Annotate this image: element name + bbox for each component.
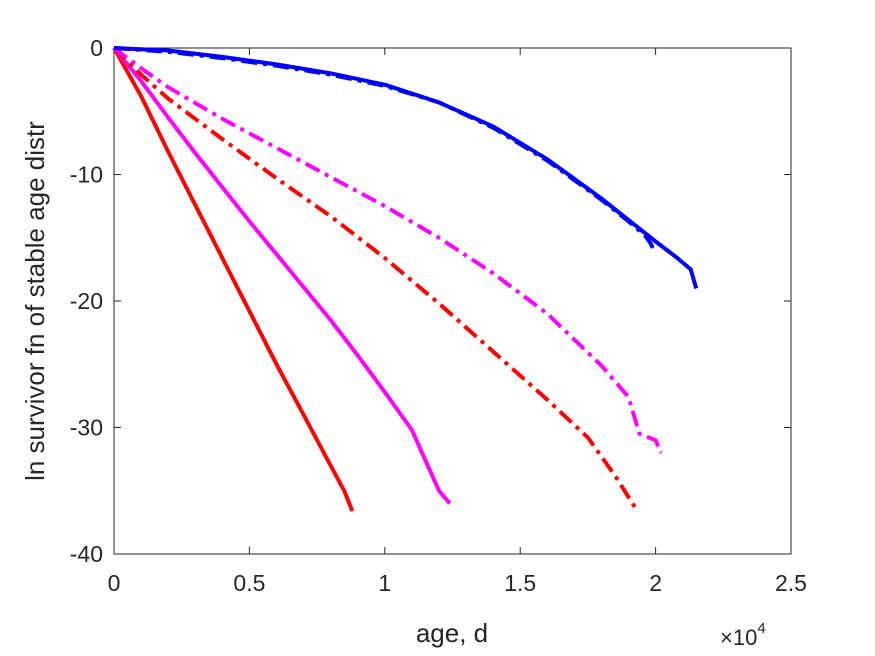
y-tick-label: 0 bbox=[90, 35, 103, 61]
x-exponent-label: ×104 bbox=[720, 620, 766, 650]
series-line-6 bbox=[113, 46, 699, 289]
y-tick-label: -10 bbox=[70, 162, 103, 188]
x-tick-label: 2 bbox=[649, 570, 662, 596]
x-tick-label: 0 bbox=[108, 570, 121, 596]
series-line-1 bbox=[112, 47, 355, 512]
x-axis-label: age, d bbox=[416, 618, 488, 648]
series-line-4 bbox=[112, 46, 663, 454]
y-tick-label: -20 bbox=[70, 288, 103, 314]
x-tick-label: 0.5 bbox=[233, 570, 265, 596]
x-tick-label: 2.5 bbox=[775, 570, 807, 596]
label-group: 0 0.5 1 1.5 2 2.5 0 -10 -20 -30 -40 bbox=[70, 35, 807, 596]
y-tick-label: -30 bbox=[70, 415, 103, 441]
x-exponent-base: ×10 bbox=[720, 625, 757, 650]
y-axis-label: ln survivor fn of stable age distr bbox=[20, 121, 50, 481]
x-tick-label: 1 bbox=[378, 570, 391, 596]
plot-area bbox=[113, 47, 792, 555]
x-tick-label: 1.5 bbox=[504, 570, 536, 596]
series-line-3 bbox=[112, 46, 639, 511]
y-tick-label: -40 bbox=[70, 541, 103, 567]
series-line-2 bbox=[112, 46, 452, 505]
x-exponent-power: 4 bbox=[757, 620, 765, 637]
series-group bbox=[112, 46, 699, 512]
